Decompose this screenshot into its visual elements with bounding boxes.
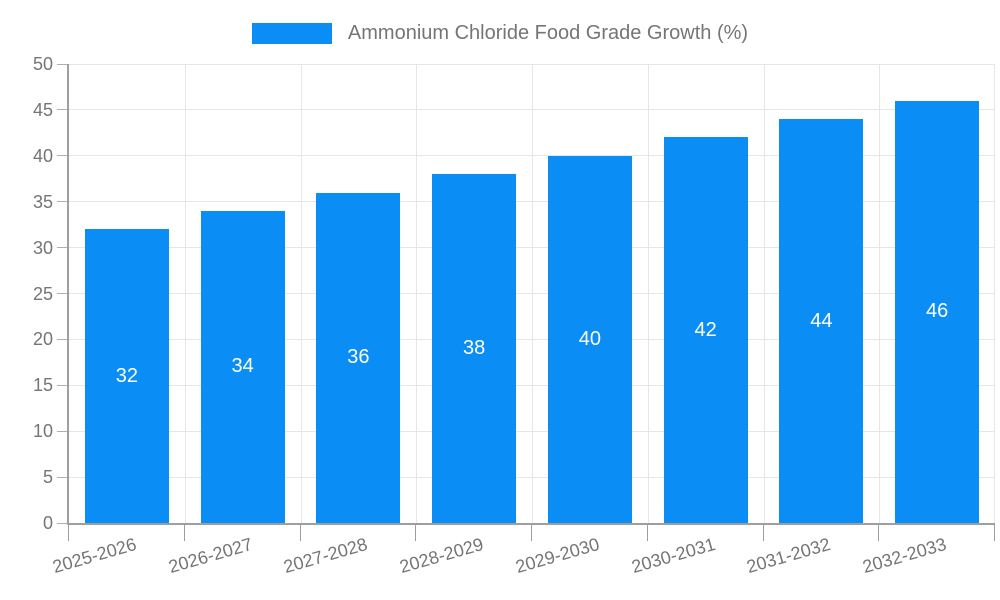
x-axis-tick xyxy=(299,525,301,541)
x-axis-tick-label: 2031-2032 xyxy=(744,534,833,577)
x-axis-tick xyxy=(762,525,764,541)
y-axis-tick-label: 40 xyxy=(32,145,53,166)
gridline-vertical xyxy=(532,64,533,523)
y-axis-tick-label: 50 xyxy=(32,54,53,74)
y-axis-tick xyxy=(57,522,67,524)
y-axis-tick xyxy=(57,247,67,249)
bar[interactable]: 46 xyxy=(895,100,980,523)
y-axis-tick xyxy=(57,155,67,157)
bar-value-label: 36 xyxy=(347,346,370,369)
y-axis-tick-label: 10 xyxy=(32,421,53,442)
bar[interactable]: 34 xyxy=(200,210,285,523)
plot-area: 0 5 10 15 20 25 30 35 40 45 50 32 34 36 38 40 42 44 46 2025… xyxy=(33,54,995,577)
y-axis-tick xyxy=(57,293,67,294)
y-axis-tick-label: 35 xyxy=(32,191,53,212)
bar-value-label: 40 xyxy=(578,327,601,350)
gridline-vertical xyxy=(184,64,186,523)
y-axis-tick-label: 20 xyxy=(32,329,53,350)
x-axis-tick xyxy=(646,525,648,541)
y-axis-tick xyxy=(57,476,67,478)
bar-value-label: 44 xyxy=(810,309,833,332)
gridline-vertical xyxy=(879,64,881,523)
bar[interactable]: 38 xyxy=(432,174,517,523)
gridline-vertical xyxy=(763,64,765,523)
x-axis-tick-label: 2027-2028 xyxy=(281,534,370,577)
gridline-vertical xyxy=(994,64,995,523)
bar-value-label: 38 xyxy=(463,337,486,360)
y-axis-tick-label: 0 xyxy=(42,513,53,533)
gridline-vertical xyxy=(300,64,302,523)
y-axis-tick xyxy=(57,201,67,203)
y-axis-tick xyxy=(57,384,67,386)
x-axis-tick-label: 2028-2029 xyxy=(397,534,486,577)
x-axis-tick-label: 2026-2027 xyxy=(165,534,255,577)
bar[interactable]: 36 xyxy=(316,192,401,523)
y-axis-tick-label: 25 xyxy=(32,283,53,304)
x-axis-tick xyxy=(68,525,69,541)
x-axis-tick-label: 2029-2030 xyxy=(513,534,602,577)
bar[interactable]: 32 xyxy=(84,229,169,523)
x-axis-tick-label: 2032-2033 xyxy=(860,534,949,577)
legend-label[interactable]: Ammonium Chloride Food Grade Growth (%) xyxy=(347,22,749,44)
x-axis-tick xyxy=(878,525,880,541)
bar[interactable]: 44 xyxy=(779,119,864,523)
x-axis-tick-label: 2030-2031 xyxy=(628,534,718,577)
y-axis-tick-label: 15 xyxy=(32,375,53,396)
bar-value-label: 42 xyxy=(694,318,717,341)
bar[interactable]: 40 xyxy=(547,155,632,523)
y-axis-tick xyxy=(57,338,67,340)
x-axis-tick xyxy=(415,525,417,541)
y-axis-tick xyxy=(57,430,67,432)
chart-legend: Ammonium Chloride Food Grade Growth (%) xyxy=(0,22,1000,45)
bar-value-label: 34 xyxy=(231,355,254,378)
legend-swatch-icon[interactable] xyxy=(251,23,332,44)
x-axis-tick xyxy=(994,525,995,541)
gridline-vertical xyxy=(416,64,418,523)
y-axis-tick-label: 45 xyxy=(32,99,53,120)
bar-value-label: 32 xyxy=(115,364,138,387)
x-axis-tick-label: 2025-2026 xyxy=(50,534,139,577)
y-axis-tick xyxy=(57,109,67,111)
bar[interactable]: 42 xyxy=(663,137,748,523)
y-axis-tick-label: 30 xyxy=(32,237,53,258)
gridline-vertical xyxy=(647,64,649,523)
bar-value-label: 46 xyxy=(926,300,949,323)
y-axis-tick-label: 5 xyxy=(42,467,53,488)
x-axis-tick xyxy=(183,525,185,541)
x-axis-tick xyxy=(531,525,532,541)
y-axis-tick xyxy=(57,63,67,65)
